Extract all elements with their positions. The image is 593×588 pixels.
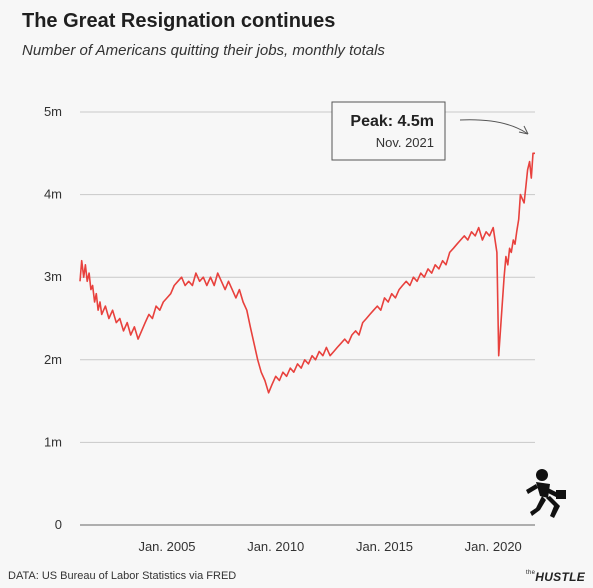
y-tick-label: 4m [44,187,62,202]
x-tick-label: Jan. 2010 [247,539,304,554]
quits-series-line [79,152,535,394]
y-tick-label: 1m [44,434,62,449]
y-tick-label: 5m [44,104,62,119]
data-source-note: DATA: US Bureau of Labor Statistics via … [8,570,237,582]
peak-annotation-label: Peak: 4.5m [350,113,434,130]
x-tick-label: Jan. 2015 [356,539,413,554]
chart-subtitle: Number of Americans quitting their jobs,… [22,42,385,59]
y-tick-label: 3m [44,269,62,284]
peak-annotation-box [331,101,446,161]
y-tick-label: 2m [44,352,62,367]
peak-annotation-date: Nov. 2021 [376,135,434,150]
peak-annotation-arrow [459,119,529,135]
running-person-icon [526,469,566,518]
y-tick-label: 0 [55,517,62,532]
brand-logo: theHUSTLE [526,570,586,584]
arrow-head-icon [518,125,529,135]
x-tick-label: Jan. 2020 [465,539,522,554]
chart-title: The Great Resignation continues [22,10,336,32]
x-tick-label: Jan. 2005 [138,539,195,554]
